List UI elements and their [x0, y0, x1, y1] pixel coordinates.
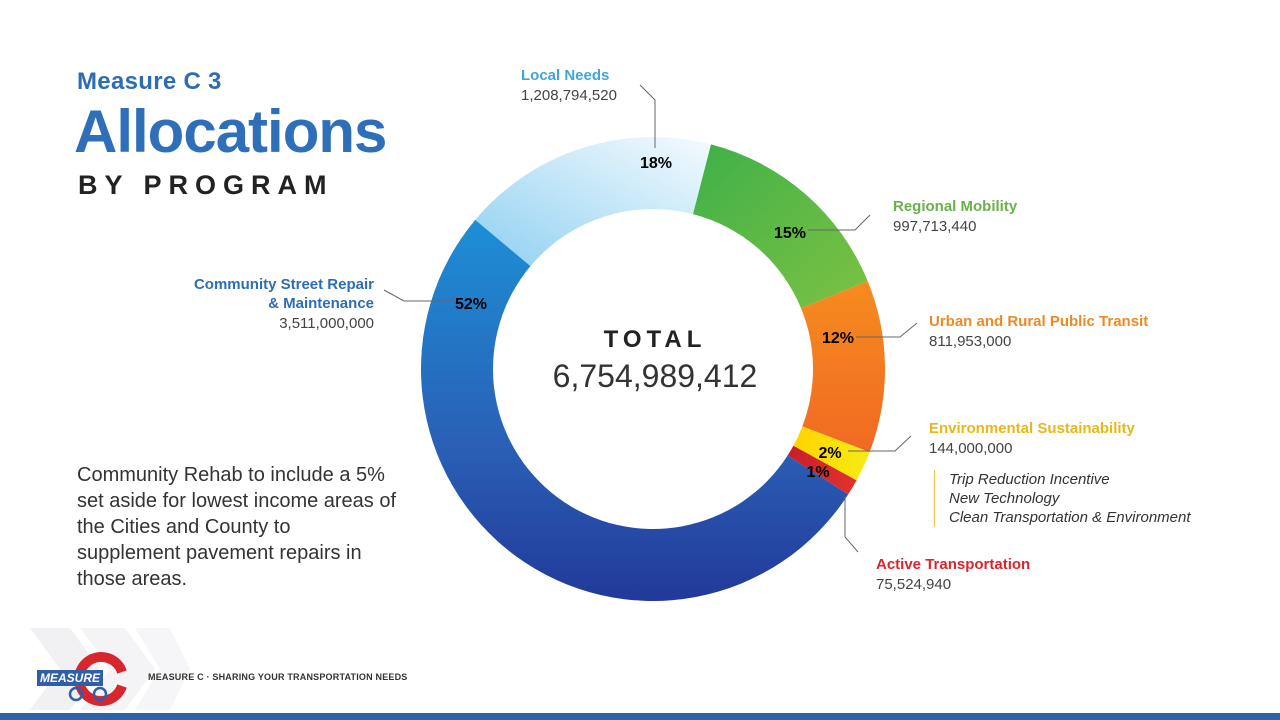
legend-name: Regional Mobility [893, 198, 1018, 215]
legend-value: 1,208,794,520 [521, 87, 617, 104]
total-value: 6,754,989,412 [552, 358, 758, 394]
legend-value: 144,000,000 [929, 440, 1013, 457]
leader-line [639, 84, 656, 148]
leader-line [383, 289, 455, 302]
leader-line [844, 497, 859, 553]
legend-name: Active Transportation [876, 556, 1031, 573]
legend-name: Environmental Sustainability [929, 420, 1135, 437]
legend-name: Urban and Rural Public Transit [929, 313, 1149, 330]
label-active-transportation: Active Transportation 75,524,940 [876, 556, 1030, 593]
page-subtitle: Measure C 3 [77, 68, 222, 95]
percent-label: 12% [822, 330, 854, 347]
label-urban-rural-transit: Urban and Rural Public Transit 811,953,0… [929, 313, 1148, 350]
note-text: Community Rehab to include a 5% set asid… [77, 464, 397, 590]
label-environmental: Environmental Sustainability 144,000,000 [929, 420, 1135, 457]
percent-label: 2% [818, 445, 841, 462]
sub-item: New Technology [949, 490, 1060, 507]
legend-value: 75,524,940 [876, 576, 952, 593]
total-label: TOTAL [603, 326, 707, 353]
leader-line [848, 435, 912, 452]
label-local-needs: Local Needs 1,208,794,520 [521, 67, 617, 104]
label-regional-mobility: Regional Mobility 997,713,440 [893, 198, 1017, 235]
footer-tagline: MEASURE C · SHARING YOUR TRANSPORTATION … [148, 672, 408, 682]
percent-label: 1% [806, 464, 829, 481]
page-subtitle-by-program: BY PROGRAM [78, 170, 334, 200]
slice-regional-mobility [693, 144, 868, 309]
percent-label: 15% [774, 225, 806, 242]
slice-urban-rural-transit [801, 280, 885, 453]
leader-lines [383, 84, 918, 553]
environmental-sub-items: Trip Reduction Incentive New Technology … [934, 470, 1191, 527]
label-community-street: Community Street Repair & Maintenance 3,… [140, 276, 374, 332]
legend-name-line1: Community Street Repair [193, 276, 374, 293]
donut-slices [420, 137, 885, 601]
percent-labels: 18% 15% 12% 2% 1% 52% [455, 155, 854, 481]
leader-line [856, 322, 918, 338]
legend-value: 997,713,440 [893, 218, 977, 235]
measure-logo: MEASURE [37, 670, 104, 686]
page-title: Allocations [74, 98, 387, 165]
slice-environmental [793, 426, 870, 481]
slice-community-street [420, 219, 849, 601]
slice-active-transportation [787, 445, 857, 495]
leader-line [808, 214, 871, 231]
footer-chevron-decoration [30, 628, 190, 710]
legend-value: 811,953,000 [929, 333, 1012, 350]
legend-name: Local Needs [521, 67, 610, 84]
sub-item: Trip Reduction Incentive [949, 471, 1110, 488]
percent-label: 52% [455, 296, 487, 313]
footer-bar [0, 713, 1280, 720]
percent-label: 18% [640, 155, 672, 172]
legend-name-line2: & Maintenance [268, 295, 374, 312]
legend-value: 3,511,000,000 [279, 315, 374, 332]
sub-item: Clean Transportation & Environment [949, 509, 1191, 526]
slice-local-needs [475, 137, 712, 267]
